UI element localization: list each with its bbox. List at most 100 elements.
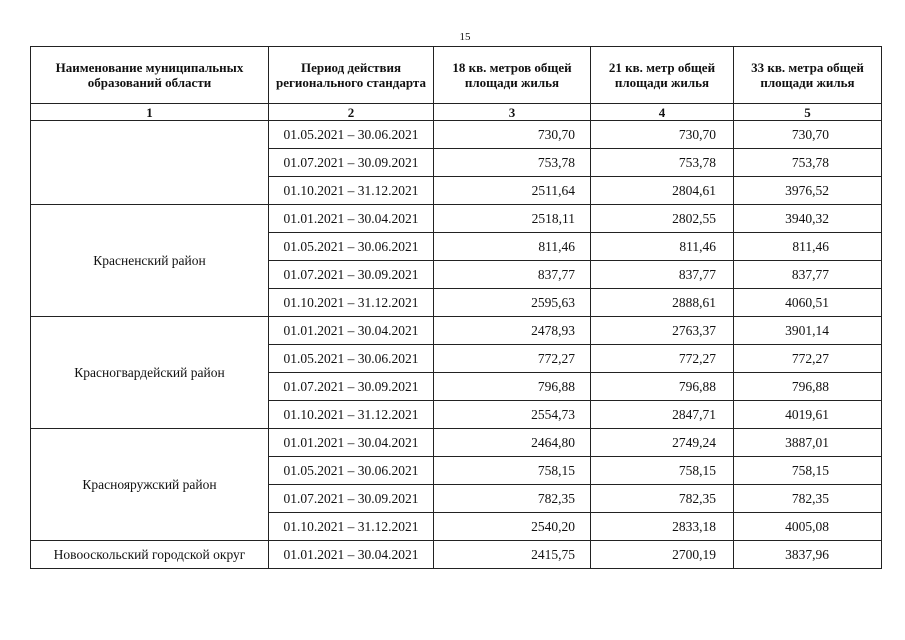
data-row: 01.10.2021 – 31.12.2021 2540,20 2833,18 400…	[31, 512, 882, 541]
column-number: 4	[590, 103, 734, 121]
cost-33: 3887,01	[733, 428, 882, 457]
cost-33: 811,46	[733, 232, 882, 261]
column-header: 33 кв. метра общей площади жилья	[733, 46, 882, 104]
table-head: Наименование муниципальных образований о…	[30, 46, 882, 121]
cost-21: 2749,24	[590, 428, 734, 457]
tariff-table: Наименование муниципальных образований о…	[30, 46, 882, 569]
municipality-name: Красненский район	[30, 204, 269, 317]
cost-33: 730,70	[733, 120, 882, 149]
cost-33: 782,35	[733, 484, 882, 513]
period: 01.05.2021 – 30.06.2021	[268, 344, 434, 373]
cost-33: 753,78	[733, 148, 882, 177]
period: 01.10.2021 – 31.12.2021	[268, 512, 434, 541]
period: 01.05.2021 – 30.06.2021	[268, 456, 434, 485]
cost-33: 4005,08	[733, 512, 882, 541]
column-header: 21 кв. метр общей площади жилья	[590, 46, 734, 104]
cost-18: 796,88	[433, 372, 591, 401]
cost-18: 753,78	[433, 148, 591, 177]
cost-21: 2804,61	[590, 176, 734, 205]
cost-33: 772,27	[733, 344, 882, 373]
cost-21: 2763,37	[590, 316, 734, 345]
cost-33: 796,88	[733, 372, 882, 401]
cost-33: 3940,32	[733, 204, 882, 233]
cost-21: 837,77	[590, 260, 734, 289]
data-row: 01.07.2021 – 30.09.2021 837,77 837,77 837,7…	[31, 260, 882, 289]
period: 01.10.2021 – 31.12.2021	[268, 176, 434, 205]
cost-18: 758,15	[433, 456, 591, 485]
municipality-name	[30, 120, 269, 205]
cost-21: 758,15	[590, 456, 734, 485]
table-body: 01.05.2021 – 30.06.2021 730,70 730,70 730,7…	[30, 120, 882, 569]
cost-18: 2540,20	[433, 512, 591, 541]
period: 01.01.2021 – 30.04.2021	[268, 540, 434, 569]
cost-33: 758,15	[733, 456, 882, 485]
data-row: 01.05.2021 – 30.06.2021 772,27 772,27 772,2…	[31, 344, 882, 373]
data-row: 01.10.2021 – 31.12.2021 2554,73 2847,71 401…	[31, 400, 882, 429]
cost-21: 772,27	[590, 344, 734, 373]
municipality-name: Новооскольский городской округ	[30, 540, 269, 569]
cost-21: 2888,61	[590, 288, 734, 317]
page-number: 15	[459, 31, 471, 43]
cost-18: 772,27	[433, 344, 591, 373]
period: 01.05.2021 – 30.06.2021	[268, 120, 434, 149]
cost-18: 2415,75	[433, 540, 591, 569]
cost-21: 730,70	[590, 120, 734, 149]
cost-21: 811,46	[590, 232, 734, 261]
cost-18: 782,35	[433, 484, 591, 513]
data-row: 01.05.2021 – 30.06.2021 730,70 730,70 730,7…	[30, 120, 882, 205]
cost-18: 2478,93	[433, 316, 591, 345]
cost-18: 2595,63	[433, 288, 591, 317]
period: 01.07.2021 – 30.09.2021	[268, 484, 434, 513]
data-row: 01.07.2021 – 30.09.2021 796,88 796,88 796,8…	[31, 372, 882, 401]
column-header: 18 кв. метров общей площади жилья	[433, 46, 591, 104]
cost-33: 3976,52	[733, 176, 882, 205]
period: 01.07.2021 – 30.09.2021	[268, 148, 434, 177]
cost-18: 2554,73	[433, 400, 591, 429]
column-number: 3	[433, 103, 591, 121]
data-row: Красногвардейский район 01.01.2021 – 30.0…	[30, 316, 882, 429]
cost-21: 2802,55	[590, 204, 734, 233]
cost-21: 2833,18	[590, 512, 734, 541]
data-row: 01.10.2021 – 31.12.2021 2511,64 2804,61 397…	[31, 176, 882, 205]
data-row: 01.05.2021 – 30.06.2021 811,46 811,46 811,4…	[31, 232, 882, 261]
data-row: Новооскольский городской округ 01.01.2021…	[30, 540, 882, 569]
data-row: 01.07.2021 – 30.09.2021 753,78 753,78 753,7…	[31, 148, 882, 177]
period: 01.01.2021 – 30.04.2021	[268, 428, 434, 457]
cost-21: 753,78	[590, 148, 734, 177]
data-row: Красненский район 01.01.2021 – 30.04.2021…	[30, 204, 882, 317]
cost-21: 2847,71	[590, 400, 734, 429]
cost-18: 811,46	[433, 232, 591, 261]
period: 01.01.2021 – 30.04.2021	[268, 316, 434, 345]
municipality-name: Красногвардейский район	[30, 316, 269, 429]
cost-21: 796,88	[590, 372, 734, 401]
cost-21: 2700,19	[590, 540, 734, 569]
column-header: Период действия регионального стандарта	[268, 46, 434, 104]
cost-33: 4060,51	[733, 288, 882, 317]
cost-18: 2518,11	[433, 204, 591, 233]
period: 01.10.2021 – 31.12.2021	[268, 288, 434, 317]
period: 01.01.2021 – 30.04.2021	[268, 204, 434, 233]
data-row: Краснояружский район 01.01.2021 – 30.04.2…	[30, 428, 882, 541]
cost-33: 3901,14	[733, 316, 882, 345]
column-number: 5	[733, 103, 882, 121]
period: 01.07.2021 – 30.09.2021	[268, 372, 434, 401]
header-row: Наименование муниципальных образований о…	[30, 46, 882, 104]
column-number: 1	[30, 103, 269, 121]
period: 01.10.2021 – 31.12.2021	[268, 400, 434, 429]
cost-18: 837,77	[433, 260, 591, 289]
cost-18: 2464,80	[433, 428, 591, 457]
column-number: 2	[268, 103, 434, 121]
period: 01.05.2021 – 30.06.2021	[268, 232, 434, 261]
period: 01.07.2021 – 30.09.2021	[268, 260, 434, 289]
cost-33: 837,77	[733, 260, 882, 289]
cost-21: 782,35	[590, 484, 734, 513]
data-row: 01.10.2021 – 31.12.2021 2595,63 2888,61 406…	[31, 288, 882, 317]
cost-18: 2511,64	[433, 176, 591, 205]
cost-18: 730,70	[433, 120, 591, 149]
cost-33: 4019,61	[733, 400, 882, 429]
column-header: Наименование муниципальных образований о…	[30, 46, 269, 104]
municipality-name: Краснояружский район	[30, 428, 269, 541]
cost-33: 3837,96	[733, 540, 882, 569]
